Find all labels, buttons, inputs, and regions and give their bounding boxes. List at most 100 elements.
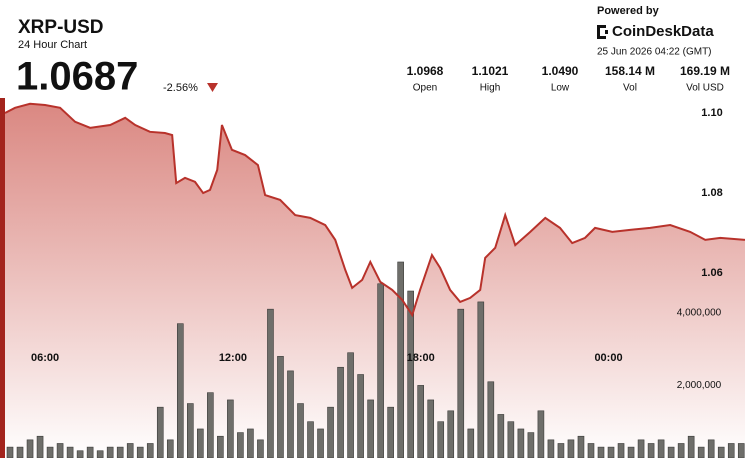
volume-bar: [707, 439, 715, 458]
volume-bar: [487, 381, 495, 458]
plot-area: [4, 102, 745, 458]
stat-value: 1.1021: [472, 64, 509, 78]
volume-bar: [527, 432, 535, 458]
stat-value: 158.14 M: [605, 64, 655, 78]
volume-bar: [136, 446, 144, 458]
volume-bar: [6, 446, 14, 458]
stat-value: 1.0490: [542, 64, 579, 78]
volume-bar: [677, 443, 685, 458]
volume-bar: [507, 421, 515, 458]
volume-bar: [397, 261, 404, 458]
volume-bar: [307, 421, 314, 458]
stat-label: Vol USD: [686, 83, 724, 94]
volume-bar: [367, 399, 374, 458]
volume-bar: [517, 428, 525, 458]
y-tick-label: 1.08: [701, 187, 722, 199]
price-line: [4, 102, 745, 318]
y2-tick-label: 4,000,000: [677, 307, 722, 318]
stat-label: Low: [551, 83, 570, 94]
volume-bar: [617, 443, 625, 458]
change: -2.56%: [163, 82, 198, 94]
volume-bar: [717, 446, 725, 458]
volume-bar: [287, 370, 294, 458]
volume-bar: [56, 443, 64, 458]
volume-bar: [737, 443, 745, 458]
x-tick-label: 06:00: [31, 352, 59, 364]
stat-value: 1.0968: [407, 64, 444, 78]
volume-bar: [227, 399, 234, 458]
volume-bar: [106, 446, 114, 458]
volume-bar: [727, 443, 735, 458]
volume-bar: [627, 446, 635, 458]
volume-bar: [267, 308, 274, 458]
y2-tick-label: 2,000,000: [677, 380, 722, 391]
volume-bar: [146, 443, 154, 458]
volume-bar: [187, 403, 194, 458]
stat-value: 169.19 M: [680, 64, 730, 78]
volume-bar: [477, 301, 485, 458]
volume-bar: [66, 446, 74, 458]
volume-bar: [387, 406, 394, 458]
volume-bar: [207, 392, 214, 458]
volume-bar: [36, 435, 44, 458]
volume-bar: [16, 446, 24, 458]
volume-bar: [277, 356, 284, 458]
volume-bar: [46, 446, 54, 458]
volume-bar: [237, 432, 244, 458]
volume-bar: [337, 366, 344, 458]
volume-bar: [417, 385, 425, 458]
y-tick-label: 1.06: [701, 267, 722, 279]
volume-bar: [427, 399, 435, 458]
powered-by: Powered by: [597, 5, 660, 17]
volume-bar: [497, 414, 505, 458]
volume-bar: [327, 406, 334, 458]
volume-bar: [467, 428, 475, 458]
volume-bar: [257, 439, 264, 458]
volume-bar: [587, 443, 595, 458]
volume-bar: [217, 435, 224, 458]
volume-bar: [597, 446, 605, 458]
stats: 1.0968 Open 1.1021 High 1.0490 Low 158.14 M Vol…: [407, 64, 730, 93]
volume-bar: [116, 446, 124, 458]
volume-bar: [637, 439, 645, 458]
volume-bar: [607, 446, 615, 458]
volume-bar: [547, 439, 555, 458]
volume-bar: [437, 421, 445, 458]
stat-label: Open: [413, 83, 437, 94]
volume-bar: [297, 403, 304, 458]
stat-label: Vol: [623, 83, 637, 94]
volume-bar: [156, 406, 164, 458]
volume-bar: [647, 443, 655, 458]
volume-bar: [96, 450, 104, 458]
stat-label: High: [480, 83, 501, 94]
volume-bar: [166, 439, 174, 458]
x-tick-label: 12:00: [219, 352, 247, 364]
chart-title: XRP-USD: [18, 17, 104, 38]
volume-bar: [347, 352, 354, 458]
x-tick-label: 00:00: [594, 352, 622, 364]
price: 1.0687: [16, 55, 138, 99]
price-area: [5, 103, 745, 458]
volume-bar: [126, 443, 134, 458]
down-arrow: [207, 83, 218, 92]
volume-bar: [557, 443, 565, 458]
volume-bar: [377, 283, 384, 458]
volume-bar: [567, 439, 575, 458]
volume-bar: [247, 428, 254, 458]
volume-bar: [197, 428, 204, 458]
brand: CoinDeskData: [612, 23, 714, 40]
volume-bar: [447, 410, 455, 458]
volume-bar: [537, 410, 545, 458]
volume-bar: [176, 323, 184, 458]
volume-bar: [317, 428, 324, 458]
edge-strip: [0, 98, 5, 458]
x-tick-label: 18:00: [407, 352, 435, 364]
volume-bar: [26, 439, 34, 458]
y-tick-label: 1.10: [701, 107, 722, 119]
brand-icon: [597, 25, 608, 39]
volume-bar: [457, 308, 465, 458]
volume-bar: [667, 446, 675, 458]
volume-bar: [657, 439, 665, 458]
timestamp: 25 Jun 2026 04:22 (GMT): [597, 47, 712, 58]
